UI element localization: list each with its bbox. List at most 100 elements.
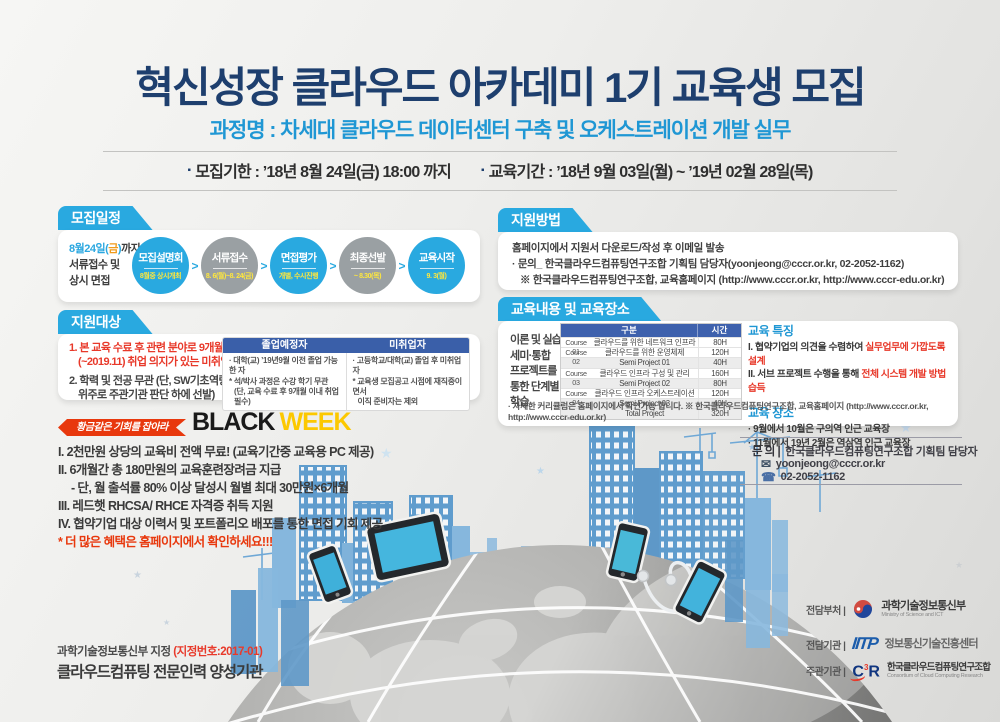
- tab-education: 교육내용 및 교육장소: [498, 297, 661, 321]
- tab-schedule: 모집일정: [58, 206, 153, 230]
- target-table-body: · 대학(교) ’19년9월 이전 졸업 가능한 자 * 석/박사 과정은 수강…: [223, 353, 470, 411]
- contact-org: 한국클라우드컴퓨팅연구조합 기획팀 담당자: [785, 446, 978, 458]
- target-table: 졸업예정자 미취업자 · 대학(교) ’19년9월 이전 졸업 가능한 자 * …: [222, 337, 470, 412]
- bullet-icon: ▪: [187, 164, 191, 176]
- feature-1: I. 협약기업의 의견을 수렴하여 실무업무에 가깝도록 설계: [748, 342, 946, 367]
- period-info: ▪ 교육기간 : ’18년 9월 03일(월) ~ ’19년 02월 28일(목…: [481, 158, 813, 182]
- sponsor-ministry-row: 전담부처 | 과학기술정보통신부 Ministry of Science and…: [806, 598, 966, 620]
- smartphone-icon-2: [673, 559, 727, 625]
- chevron-right-icon: >: [191, 258, 199, 273]
- svg-text:★: ★: [955, 560, 963, 570]
- black-week-ribbon: 황금같은 기회를 잡아라: [58, 419, 186, 436]
- benefit-item2: II. 6개월간 총 180만원의 교육훈련장려금 지급: [58, 463, 281, 477]
- sponsor-name-block: 한국클라우드컴퓨팅연구조합 Consortium of Cloud Comput…: [886, 661, 991, 679]
- iitp-name: 정보통신기술진흥센터: [884, 637, 979, 650]
- svg-text:★: ★: [654, 498, 663, 509]
- black-word: BLACK: [192, 408, 275, 436]
- week-word: WEEK: [279, 408, 352, 436]
- benefits-note: * 더 많은 혜택은 홈페이지에서 확인하세요!!!: [58, 535, 273, 549]
- table-row: Semi Project 01 40H: [561, 357, 741, 368]
- course-table-header: 구분 시간: [561, 324, 741, 337]
- phone-icon: ☎: [761, 470, 776, 484]
- contact-email: yoonjeong@cccr.or.kr: [775, 458, 886, 470]
- benefit-item2-sub: - 단, 월 출석률 80% 이상 달성시 월별 최대 30만원×6개월: [71, 481, 349, 495]
- building-cluster-flanks: [231, 540, 788, 686]
- apply-lines: 홈페이지에서 지원서 다운로드/작성 후 이메일 발송 · 문의_ 한국클라우드…: [512, 240, 945, 288]
- benefit-item4: IV. 협약기업 대상 이력서 및 포트폴리오 배포를 통한 면접 기회 제공: [58, 517, 383, 531]
- period-text: 교육기간 : ’18년 9월 03일(월) ~ ’19년 02월 28일(목): [488, 164, 814, 181]
- apply-line2: · 문의_ 한국클라우드컴퓨팅연구조합 기획팀 담당자(yoonjeong@cc…: [512, 258, 905, 270]
- divider: [740, 484, 962, 485]
- svg-text:★: ★: [133, 570, 142, 581]
- course-table: 구분 시간 Course 01 클라우드를 위한 네트워크 인프라 80H Cour…: [560, 323, 742, 420]
- course-subtitle: 과정명 : 차세대 클라우드 데이터센터 구축 및 오케스트레이션 개발 실무: [209, 119, 792, 142]
- c3r-name-en: Consortium of Cloud Computing Research: [886, 672, 983, 679]
- benefits-list: I. 2천만원 상당의 교육비 전액 무료! (교육기간중 교육용 PC 제공)…: [58, 446, 488, 554]
- c3r-name: 한국클라우드컴퓨팅연구조합: [886, 661, 991, 673]
- earbuds-icon: [636, 560, 695, 613]
- table-row: Course 01 클라우드를 위한 네트워크 인프라 80H: [561, 337, 741, 356]
- unemployed-cell: · 고등학교/대학(교) 졸업 후 미취업자 * 교육생 모집공고 시점에 재직…: [345, 353, 470, 411]
- place-2: · 11월에서 19년 2월은 역삼역 인근 교육장: [748, 437, 911, 449]
- target-table-header: 졸업예정자 미취업자: [223, 338, 469, 353]
- place-heading: 교육 장소: [748, 406, 794, 420]
- ministry-name: 과학기술정보통신부: [881, 599, 966, 612]
- education-footnote: · 자세한 커리큘럼은 홈페이지에서 확인가능 합니다. ※ 한국클라우드컴퓨팅…: [508, 401, 929, 422]
- chevron-right-icon: >: [260, 258, 268, 273]
- apply-panel: 홈페이지에서 지원서 다운로드/작성 후 이메일 발송 · 문의_ 한국클라우드…: [498, 232, 958, 290]
- place-1: · 9월에서 10월은 구의역 인근 교육장: [748, 424, 890, 435]
- benefit-item3: III. 레드햇 RHCSA/ RHCE 자격증 취득 지원: [58, 499, 274, 513]
- sponsor-role: 전담기관 |: [806, 640, 846, 652]
- chevron-right-icon: >: [329, 258, 337, 273]
- header-hours: 시간: [697, 324, 741, 337]
- step-start: 교육시작 9. 3(월): [408, 237, 465, 294]
- sponsor-c3r-row: 주관기관 | C3R 한국클라우드컴퓨팅연구조합 Consortium of C…: [806, 660, 991, 680]
- education-right-column: 교육 특징 I. 협약기업의 의견을 수렴하여 실무업무에 가깝도록 설계 II…: [748, 322, 954, 450]
- table-row: Semi Project 02 80H: [561, 377, 741, 388]
- divider: [103, 190, 897, 191]
- tab-apply-method: 지원방법: [498, 208, 593, 232]
- envelope-icon: ✉: [761, 457, 771, 471]
- target-list: 1. 본 교육 수료 후 관련 분야로 9개월 이내 (~2019.11) 취업…: [69, 341, 260, 402]
- deadline-text: 모집기한 : ’18년 8월 24일(금) 18:00 까지: [195, 164, 452, 181]
- step-info-session: 모집설명회 8월중 상시개최: [132, 237, 189, 294]
- msit-logo: [854, 600, 873, 618]
- col-unemployed: 미취업자: [389, 340, 426, 351]
- feature-2: II. 서브 프로젝트 수행을 통해 전체 시스템 개발 방법 습득: [748, 369, 946, 394]
- chevron-right-icon: >: [398, 258, 406, 273]
- contact-email-row: ✉ yoonjeong@cccr.or.kr: [761, 458, 885, 470]
- apply-line1: 홈페이지에서 지원서 다운로드/작성 후 이메일 발송: [512, 242, 725, 254]
- sponsor-iitp-row: 전담기관 | IITP 정보통신기술진흥센터: [806, 634, 979, 654]
- divider: [103, 151, 897, 152]
- step-final-selection: 최종선발 ~ 8.30(목): [339, 237, 396, 294]
- svg-text:★: ★: [163, 618, 170, 627]
- svg-text:★: ★: [490, 592, 498, 602]
- svg-text:★: ★: [536, 466, 545, 477]
- step-interview: 면접평가 개별, 수시진행: [270, 237, 327, 294]
- schedule-note-line3: 상시 면접: [69, 275, 111, 287]
- education-intro: 이론 및 실습, 세미·통합 프로젝트를 통한 단계별 학습: [510, 334, 564, 408]
- bullet-icon: ▪: [480, 164, 484, 176]
- col-graduates: 졸업예정자: [261, 340, 308, 351]
- schedule-note: 8월24일(금)까지 서류접수 및 상시 면접: [69, 241, 141, 289]
- table-row: Total Project 320H: [561, 408, 741, 419]
- table-row: Course 04 클라우드 인프라 오케스트레이션 120H: [561, 387, 741, 407]
- education-panel: 이론 및 실습, 세미·통합 프로젝트를 통한 단계별 학습 구분 시간 Cours…: [498, 321, 958, 449]
- header-category: 구분: [621, 325, 637, 335]
- info-bar: ▪ 모집기한 : ’18년 8월 24일(금) 18:00 까지 ▪ 교육기간 …: [0, 158, 1000, 182]
- designation-line1: 과학기술정보통신부 지정 (지정번호:2017-01): [57, 646, 263, 658]
- deadline-info: ▪ 모집기한 : ’18년 8월 24일(금) 18:00 까지: [187, 158, 452, 182]
- table-row: Course 03 클라우드 인프라 구성 및 관리 160H: [561, 367, 741, 387]
- contact-phone: 02-2052-1162: [780, 471, 846, 483]
- black-week-logo: BLACK WEEK: [192, 408, 352, 437]
- contact-phone-row: ☎ 02-2052-1162: [761, 471, 845, 483]
- features-heading: 교육 특징: [748, 324, 794, 338]
- c3r-logo: C3R: [852, 660, 880, 680]
- smartphone-earbuds-icon: [605, 520, 651, 584]
- designation-line2: 클라우드컴퓨팅 전문인력 양성기관: [57, 664, 264, 681]
- table-row: Semi Project 03 40H: [561, 398, 741, 409]
- sponsor-role: 주관기관 |: [806, 666, 846, 678]
- contact-org-row: 문 의 | 한국클라우드컴퓨팅연구조합 기획팀 담당자: [752, 443, 978, 459]
- tab-target: 지원대상: [58, 310, 153, 334]
